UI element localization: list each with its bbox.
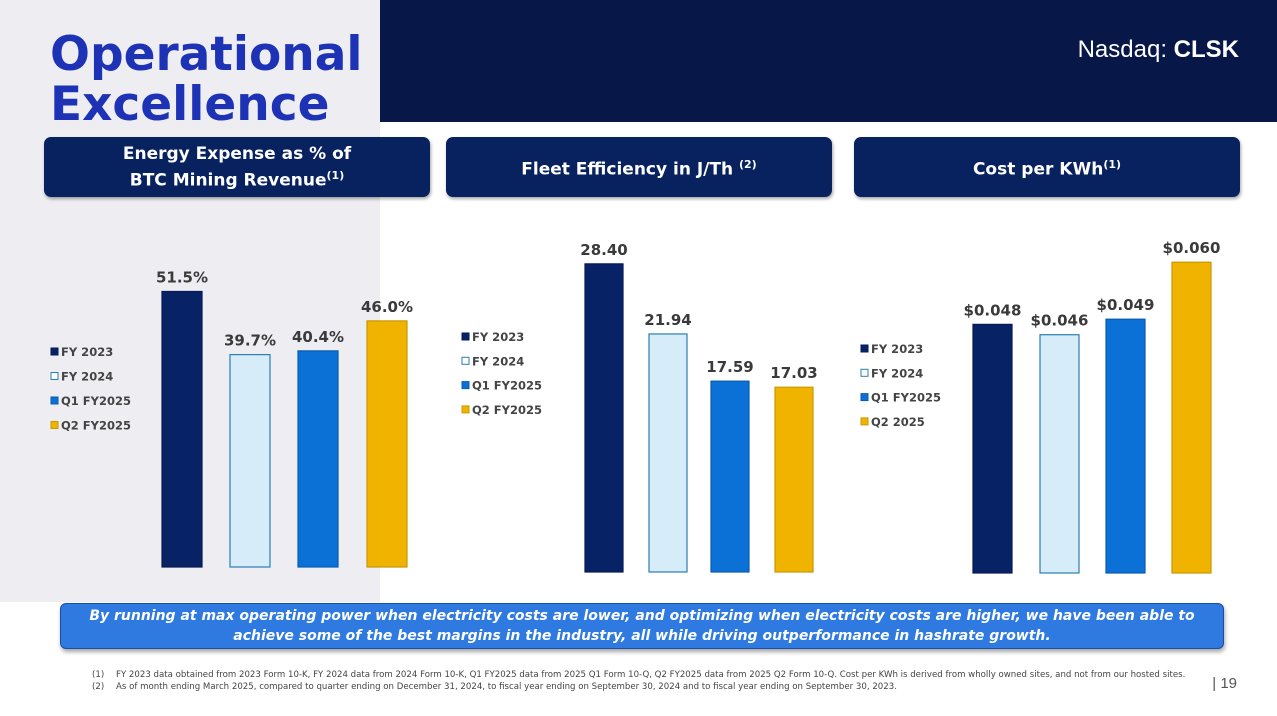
chart-header-fleet-efficiency: Fleet Efficiency in J/Th (2) — [446, 137, 832, 197]
chart-header-energy-expense: Energy Expense as % of BTC Mining Revenu… — [44, 137, 430, 197]
chart1-data-label-4: 46.0% — [361, 298, 413, 316]
page-title-line2: Excellence — [50, 77, 330, 132]
chart-header-cost-per-kwh-text: Cost per KWh — [972, 159, 1104, 180]
chart3-bar-3 — [1105, 318, 1146, 574]
chart2-data-label-2: 21.94 — [644, 311, 691, 329]
chart1-legend-label-1: FY 2023 — [61, 345, 113, 359]
page-number: | 19 — [1212, 675, 1237, 692]
chart2-data-label-1: 28.40 — [580, 241, 627, 259]
chart1-legend-swatch-3 — [50, 396, 59, 405]
chart2-bar-3 — [710, 380, 750, 573]
chart3-data-label-2: $0.046 — [1031, 312, 1089, 330]
chart2-legend-swatch-1 — [461, 332, 470, 341]
callout-banner: By running at max operating power when e… — [60, 603, 1224, 649]
chart3-legend-swatch-1 — [860, 344, 869, 353]
chart2-legend-swatch-3 — [461, 381, 470, 390]
footnote-2-text: As of month ending March 2025, compared … — [116, 682, 897, 692]
chart1-data-label-3: 40.4% — [292, 328, 344, 346]
chart2-bar-4 — [774, 386, 814, 573]
chart3-legend-swatch-3 — [860, 393, 869, 402]
chart2-legend-label-4: Q2 FY2025 — [472, 403, 542, 417]
chart1-legend-label-3: Q1 FY2025 — [61, 394, 131, 408]
chart3-bar-2 — [1039, 334, 1080, 574]
chart1-bar-1 — [161, 290, 203, 568]
chart1-bar-2 — [229, 354, 271, 568]
chart1-data-label-1: 51.5% — [156, 268, 208, 286]
chart2-bar-1 — [584, 263, 624, 573]
chart3-legend-label-1: FY 2023 — [871, 342, 923, 356]
chart3-legend-label-4: Q2 2025 — [871, 415, 925, 429]
footnotes: (1) FY 2023 data obtained from 2023 Form… — [92, 670, 1192, 694]
ticker-prefix: Nasdaq: — [1077, 36, 1167, 63]
ticker-label: Nasdaq: CLSK — [1078, 36, 1239, 64]
chart1-legend-label-2: FY 2024 — [61, 370, 113, 384]
chart3-data-label-4: $0.060 — [1163, 239, 1221, 257]
footnote-2-number: (2) — [92, 682, 105, 692]
chart3-bar-4 — [1171, 261, 1212, 574]
chart3-legend-swatch-4 — [860, 417, 869, 426]
callout-text: By running at max operating power when e… — [89, 608, 1195, 644]
chart-header-cost-per-kwh: Cost per KWh(1) — [854, 137, 1240, 197]
chart-header-energy-expense-sup: (1) — [326, 168, 345, 182]
chart2-legend-swatch-4 — [461, 405, 470, 414]
footnote-1-number: (1) — [92, 670, 105, 680]
chart2-data-label-3: 17.59 — [706, 358, 753, 376]
chart1-legend-swatch-4 — [50, 421, 59, 429]
ticker-symbol: CLSK — [1173, 36, 1239, 63]
chart3-data-label-1: $0.048 — [964, 301, 1022, 319]
chart3-bar-1 — [972, 323, 1013, 574]
chart2-bar-2 — [648, 333, 688, 573]
bar-charts: 51.5% 39.7% 40.4% 46.0% FY 2023 FY 2024 Q1 FY2… — [50, 239, 1221, 574]
chart-header-energy-expense-text: Energy Expense as % of BTC Mining Revenu… — [122, 143, 352, 191]
chart1-legend-swatch-2 — [50, 372, 59, 380]
chart2-legend-label-1: FY 2023 — [472, 330, 524, 344]
chart3-data-label-3: $0.049 — [1097, 296, 1155, 314]
footnote-2: (2) As of month ending March 2025, compa… — [92, 682, 1192, 693]
chart3-legend-swatch-2 — [860, 368, 869, 377]
header-bar — [380, 0, 1277, 122]
chart2-legend-label-2: FY 2024 — [472, 354, 524, 368]
chart2-data-label-4: 17.03 — [770, 364, 817, 382]
page-title-line1: Operational — [50, 27, 363, 82]
chart1-legend-label-4: Q2 FY2025 — [61, 419, 131, 433]
chart3-legend-label-2: FY 2024 — [871, 366, 923, 380]
footnote-1-text: FY 2023 data obtained from 2023 Form 10-… — [116, 670, 1186, 680]
chart1-bar-4 — [366, 320, 408, 568]
chart2-legend-label-3: Q1 FY2025 — [472, 379, 542, 393]
chart-header-cost-per-kwh-sup: (1) — [1103, 157, 1122, 171]
chart1-data-label-2: 39.7% — [224, 332, 276, 350]
chart2-legend-swatch-2 — [461, 356, 470, 365]
footnote-1: (1) FY 2023 data obtained from 2023 Form… — [92, 670, 1192, 681]
page-title: Operational Excellence — [50, 30, 363, 130]
chart-header-fleet-efficiency-sup: (2) — [739, 157, 757, 171]
chart1-bar-3 — [297, 350, 339, 568]
chart3-legend-label-3: Q1 FY2025 — [871, 391, 941, 405]
chart-header-fleet-efficiency-text: Fleet Efficiency in J/Th — [521, 159, 734, 180]
chart1-legend-swatch-1 — [50, 347, 59, 356]
